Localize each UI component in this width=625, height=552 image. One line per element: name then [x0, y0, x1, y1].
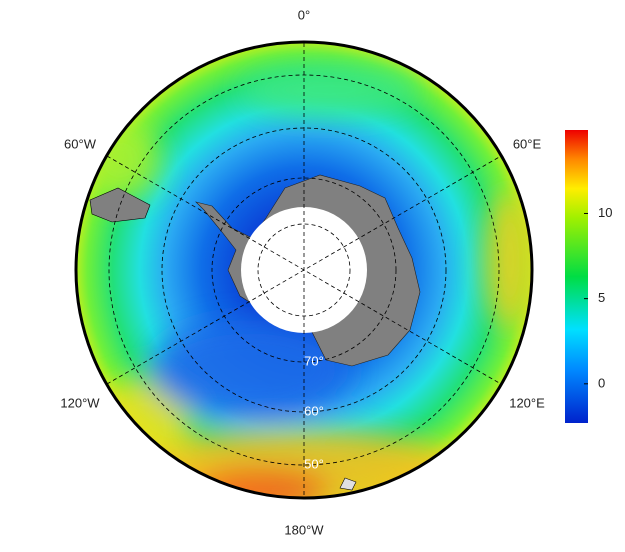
longitude-label: 180°W	[284, 522, 324, 537]
longitude-label: 120°W	[60, 395, 100, 410]
latitude-label: 50°	[304, 456, 324, 471]
latitude-label: 60°	[304, 403, 324, 418]
longitude-label: 60°E	[513, 136, 542, 151]
longitude-label: 0°	[298, 7, 310, 22]
longitude-label: 60°W	[64, 136, 97, 151]
sea-temperature-field	[77, 43, 531, 497]
colorbar-tick-label: 0	[598, 375, 605, 390]
map-border	[74, 40, 534, 500]
longitude-label: 120°E	[509, 395, 545, 410]
colorbar-tick-label: 5	[598, 290, 605, 305]
colorbar	[565, 130, 588, 423]
latitude-label: 70°	[304, 353, 324, 368]
graticule	[106, 43, 502, 497]
colorbar-tick-label: 10	[598, 205, 612, 220]
